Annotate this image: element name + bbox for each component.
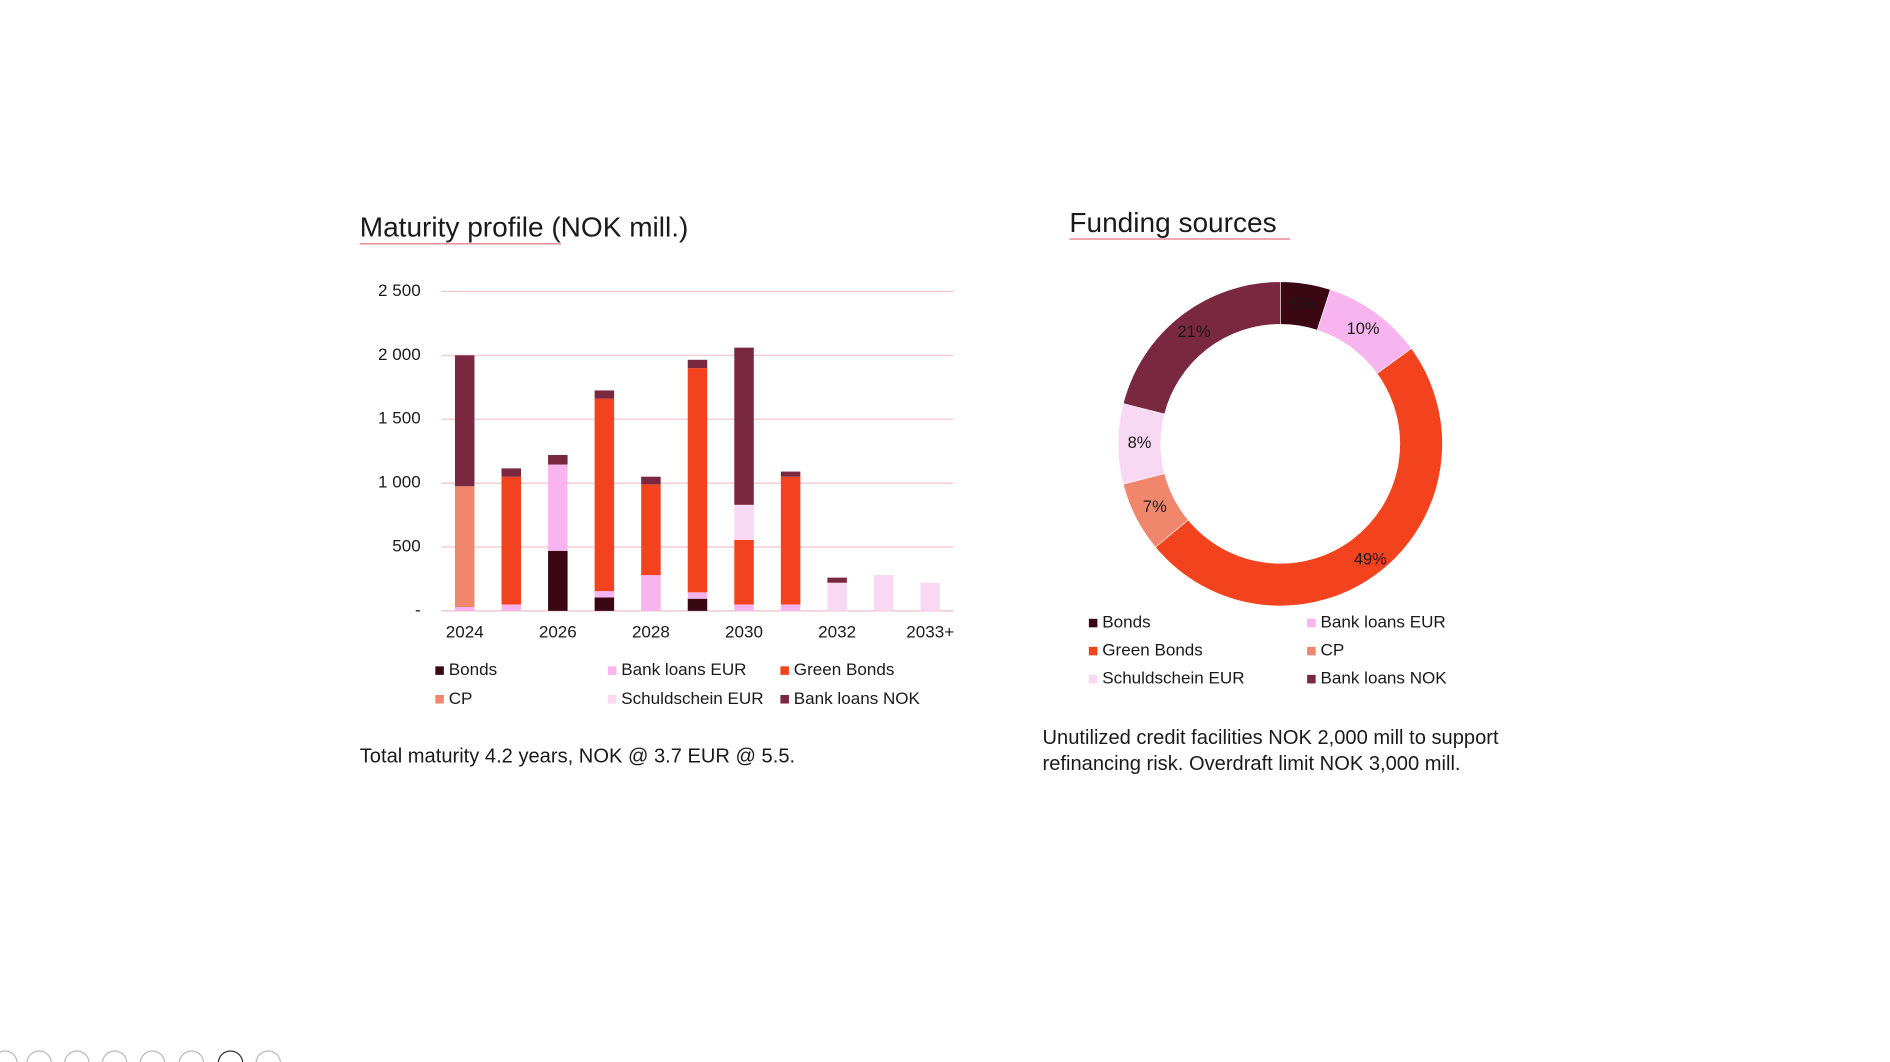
bar-segment [920, 582, 941, 611]
bar-segment [454, 355, 475, 487]
bar-segment [501, 476, 522, 605]
legend-label: CP [449, 689, 473, 708]
bar-segment [501, 468, 522, 477]
y-tick-label: 500 [392, 536, 420, 555]
legend-swatch [1307, 674, 1316, 684]
annotation: Unutilized credit facilities NOK 2,000 m… [1043, 727, 1499, 749]
bar-segment [454, 607, 475, 611]
bar-segment [454, 486, 475, 608]
y-tick-label: 1 000 [378, 473, 421, 492]
bar-segment [641, 484, 661, 576]
bar-segment [687, 368, 708, 593]
legend-swatch [435, 694, 444, 704]
legend-label: CP [1321, 641, 1345, 660]
y-tick-label: 2 000 [378, 345, 421, 364]
data-label: 8% [1128, 434, 1152, 452]
x-tick-label: 2033+ [906, 622, 954, 641]
x-tick-label: 2032 [818, 622, 856, 641]
bar-segment [873, 575, 894, 611]
bar-segment [687, 592, 708, 599]
data-label: 10% [1347, 320, 1380, 338]
legend-swatch [435, 666, 444, 675]
bar-segment [641, 476, 661, 485]
data-label: 7% [1143, 498, 1167, 516]
bar-segment [734, 604, 754, 611]
legend-swatch [780, 666, 789, 675]
legend-label: Green Bonds [794, 660, 895, 679]
bar-segment [687, 598, 708, 611]
toolbar [0, 1050, 282, 1062]
legend-label: Green Bonds [1102, 641, 1203, 660]
legend-swatch [1088, 618, 1098, 628]
bar-segment [827, 582, 847, 611]
data-label: 5% [1290, 295, 1314, 313]
y-tick-label: - [415, 600, 421, 619]
bar-segment [641, 575, 661, 611]
bar-segment [594, 390, 615, 399]
legend-label: Bank loans NOK [794, 689, 921, 708]
bar-segment [780, 471, 801, 477]
bar-segment [501, 604, 522, 611]
legend-label: Bank loans EUR [1321, 613, 1446, 632]
bar-segment [734, 347, 754, 505]
legend-label: Bank loans EUR [621, 660, 746, 679]
annotation: refinancing risk. Overdraft limit NOK 3,… [1043, 753, 1461, 775]
bar-segment [734, 504, 754, 540]
bar-segment [594, 591, 615, 598]
y-tick-label: 1 500 [378, 409, 421, 428]
annotation: Total maturity 4.2 years, NOK @ 3.7 EUR … [360, 745, 795, 767]
legend-label: Schuldschein EUR [621, 689, 763, 708]
bar-segment [734, 539, 754, 605]
legend-swatch [607, 694, 617, 704]
legend-swatch [780, 694, 789, 704]
x-tick-label: 2030 [725, 622, 763, 641]
x-tick-label: 2026 [539, 622, 577, 641]
data-label: 49% [1354, 550, 1387, 568]
x-tick-label: 2024 [446, 622, 484, 641]
legend-swatch [607, 666, 617, 675]
legend-label: Bank loans NOK [1321, 669, 1448, 688]
donut-slice [1122, 281, 1281, 415]
chart-title: Maturity profile (NOK mill.) [360, 212, 689, 243]
legend-swatch [1088, 646, 1098, 656]
bar-segment [780, 476, 801, 605]
donut-slice [1154, 348, 1443, 607]
y-tick-label: 2 500 [378, 281, 421, 300]
legend-swatch [1088, 674, 1098, 684]
bar-segment [687, 359, 708, 369]
x-tick-label: 2028 [632, 622, 670, 641]
bar-segment [548, 454, 568, 465]
bar-segment [594, 398, 615, 592]
bar-segment [548, 550, 568, 611]
bar-segment [827, 577, 847, 583]
bar-segment [548, 464, 568, 551]
bar-segment [594, 597, 615, 611]
legend-label: Bonds [449, 660, 497, 679]
legend-swatch [1307, 646, 1316, 656]
legend-swatch [1307, 618, 1316, 628]
legend-label: Schuldschein EUR [1102, 669, 1244, 688]
data-label: 21% [1178, 323, 1211, 341]
bar-segment [780, 604, 801, 611]
chart-title: Funding sources [1069, 207, 1276, 238]
legend-label: Bonds [1102, 613, 1150, 632]
